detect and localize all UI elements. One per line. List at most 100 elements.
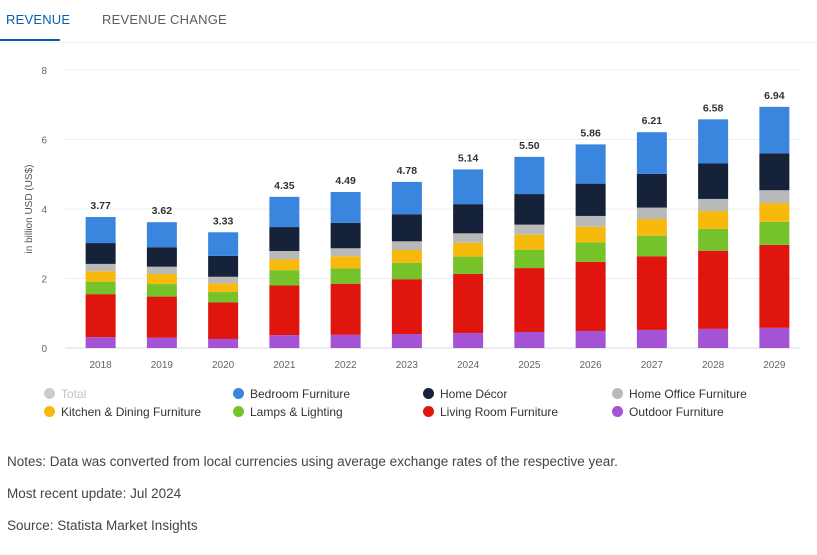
bar-segment (453, 204, 484, 234)
legend-swatch-icon (423, 388, 434, 399)
bar-segment (453, 242, 484, 257)
bar-segment (85, 294, 116, 338)
total-label: 3.77 (90, 200, 111, 212)
legend-label: Bedroom Furniture (250, 387, 351, 401)
legend-label: Total (61, 387, 87, 401)
legend-swatch-icon (612, 406, 623, 417)
x-tick-label: 2029 (763, 360, 786, 371)
y-tick-label: 4 (41, 205, 47, 216)
bar-segment (636, 235, 667, 257)
legend-swatch-icon (44, 388, 55, 399)
y-tick-label: 8 (41, 66, 47, 77)
bar-segment (391, 214, 422, 242)
legend-swatch-icon (44, 406, 55, 417)
bar-segment (208, 338, 239, 348)
bar-segment (330, 256, 361, 269)
bar-segment (453, 333, 484, 348)
bar-segment (330, 334, 361, 348)
y-tick-label: 2 (41, 275, 47, 286)
tab-revenue-label: REVENUE (6, 12, 71, 27)
bar-segment (85, 337, 116, 348)
bar-segment (698, 250, 729, 329)
total-label: 4.78 (397, 165, 418, 177)
bar-segment (759, 327, 790, 348)
bar-segment (85, 281, 116, 295)
active-tab-indicator (0, 39, 60, 41)
bar-segment (146, 284, 177, 297)
bar-segment (514, 268, 545, 333)
bar-segment (636, 256, 667, 330)
bar-segment (575, 242, 606, 262)
bar-segment (269, 335, 300, 348)
bar-segment (759, 153, 790, 191)
tab-revenue-change[interactable]: REVENUE CHANGE (102, 12, 227, 27)
total-label: 6.58 (703, 102, 724, 114)
legend-label: Lamps & Lighting (250, 405, 343, 419)
bar-segment (269, 227, 300, 252)
x-tick-label: 2021 (273, 360, 296, 371)
x-tick-label: 2018 (90, 360, 113, 371)
bar-segment (698, 163, 729, 199)
bar-segment (146, 337, 177, 348)
bar-segment (514, 332, 545, 348)
x-tick-label: 2024 (457, 360, 480, 371)
bar-segment (759, 221, 790, 245)
bar-segment (575, 183, 606, 216)
chart-note: Notes: Data was converted from local cur… (7, 454, 618, 469)
most-recent-update: Most recent update: Jul 2024 (7, 486, 182, 501)
bar-segment (269, 270, 300, 286)
y-axis-title: in billion USD (US$) (24, 165, 35, 254)
total-label: 6.94 (764, 90, 785, 102)
bar-segment (636, 132, 667, 174)
bar-segment (759, 190, 790, 204)
bar-segment (698, 198, 729, 212)
legend-swatch-icon (233, 388, 244, 399)
bar-segment (453, 273, 484, 334)
bar-segment (759, 244, 790, 328)
bar-segment (269, 259, 300, 271)
bar-segment (636, 219, 667, 236)
legend-swatch-icon (423, 406, 434, 417)
bar-segment (330, 268, 361, 284)
bar-segment (330, 283, 361, 335)
bar-segment (698, 119, 729, 164)
tab-revenue-change-label: REVENUE CHANGE (102, 12, 227, 27)
bar-segment (85, 216, 116, 244)
bar-segment (453, 233, 484, 243)
legend-label: Outdoor Furniture (629, 405, 724, 419)
y-tick-label: 6 (41, 136, 47, 147)
x-tick-label: 2019 (151, 360, 174, 371)
bar-segment (269, 251, 300, 260)
bar-segment (269, 285, 300, 336)
bar-segment (146, 266, 177, 274)
bar-segment (636, 207, 667, 220)
total-label: 5.86 (580, 127, 601, 139)
x-tick-label: 2022 (335, 360, 358, 371)
bar-segment (208, 276, 239, 284)
source-text: Source: Statista Market Insights (7, 518, 198, 533)
total-label: 3.62 (152, 205, 173, 217)
bar-segment (85, 271, 116, 282)
bar-segment (208, 255, 239, 277)
bar-segment (146, 222, 177, 248)
total-label: 5.14 (458, 152, 479, 164)
total-label: 5.50 (519, 140, 540, 152)
bar-segment (575, 226, 606, 243)
y-tick-label: 0 (41, 344, 47, 355)
x-tick-label: 2028 (702, 360, 725, 371)
bar-segment (575, 330, 606, 348)
total-label: 6.21 (642, 115, 663, 127)
bar-segment (330, 248, 361, 257)
bar-segment (698, 228, 729, 251)
tab-revenue[interactable]: REVENUE (0, 12, 71, 41)
bar-segment (453, 169, 484, 205)
bar-segment (636, 173, 667, 208)
tab-bar: REVENUE REVENUE CHANGE (0, 0, 817, 43)
bar-segment (391, 279, 422, 335)
x-tick-label: 2027 (641, 360, 664, 371)
bar-segment (698, 211, 729, 229)
bar-segment (208, 302, 239, 339)
bar-segment (391, 334, 422, 348)
bar-segment (698, 328, 729, 348)
bar-segment (146, 273, 177, 285)
